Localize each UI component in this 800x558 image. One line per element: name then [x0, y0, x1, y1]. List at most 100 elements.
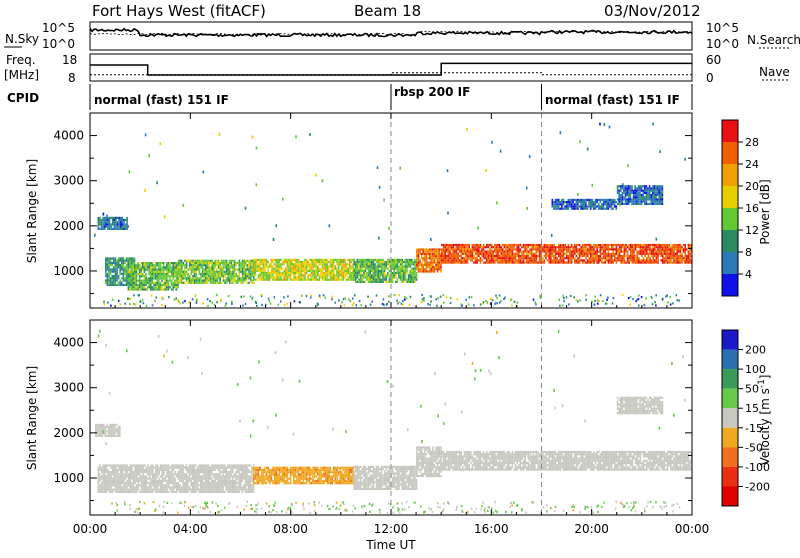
heatmap-cell [160, 489, 162, 491]
heatmap-cell [451, 257, 453, 259]
heatmap-cell [656, 262, 658, 264]
heatmap-cell [608, 248, 610, 250]
heatmap-cell [405, 263, 407, 265]
heatmap-cell [644, 187, 646, 189]
noise-left-tick-top: 10^5 [42, 21, 75, 35]
heatmap-cell [293, 276, 295, 278]
heatmap-cell [293, 265, 295, 267]
heatmap-cell [98, 484, 100, 486]
heatmap-cell [102, 228, 104, 230]
heatmap-cell [561, 248, 563, 250]
heatmap-cell [652, 196, 654, 198]
heatmap-cell [314, 261, 316, 263]
heatmap-cell [662, 251, 664, 253]
heatmap-cell [665, 259, 667, 261]
heatmap-cell [403, 265, 405, 267]
heatmap-cell [119, 284, 121, 286]
heatmap-cell [162, 484, 164, 486]
heatmap-cell [528, 244, 530, 246]
heatmap-cell [660, 192, 662, 194]
heatmap-cell [611, 253, 613, 255]
heatmap-cell [649, 192, 651, 194]
heatmap-cell [290, 259, 292, 261]
heatmap-cell [638, 304, 640, 306]
heatmap-cell [291, 268, 293, 270]
heatmap-cell [585, 246, 587, 248]
heatmap-cell [590, 199, 592, 201]
heatmap-cell [555, 262, 557, 264]
heatmap-cell [102, 491, 104, 493]
heatmap-cell [585, 201, 587, 203]
heatmap-cell [107, 268, 109, 270]
heatmap-cell [475, 248, 477, 250]
heatmap-cell [114, 219, 116, 221]
heatmap-cell [154, 478, 156, 480]
heatmap-cell [314, 270, 316, 272]
heatmap-cell [109, 428, 111, 430]
heatmap-cell [398, 274, 400, 276]
heatmap-cell [158, 473, 160, 475]
heatmap-cell [114, 435, 116, 437]
heatmap-cell [429, 270, 431, 272]
heatmap-cell [179, 486, 181, 488]
heatmap-cell [174, 282, 176, 284]
heatmap-cell [363, 274, 365, 276]
heatmap-cell [572, 199, 574, 201]
heatmap-cell [381, 259, 383, 261]
heatmap-cell [395, 268, 397, 270]
heatmap-cell [186, 489, 188, 491]
heatmap-cell [161, 275, 163, 277]
heatmap-cell [287, 263, 289, 265]
heatmap-cell [150, 282, 152, 284]
heatmap-cell [413, 268, 415, 270]
heatmap-cell [242, 264, 244, 266]
heatmap-cell [187, 467, 189, 469]
heatmap-cell [200, 273, 202, 275]
heatmap-cell [344, 297, 346, 299]
heatmap-cell [146, 478, 148, 480]
heatmap-cell [239, 264, 241, 266]
heatmap-cell [601, 208, 603, 210]
heatmap-cell [437, 248, 439, 250]
heatmap-cell [125, 478, 127, 480]
heatmap-cell [574, 205, 576, 207]
heatmap-cell [150, 467, 152, 469]
heatmap-cell [409, 304, 411, 306]
heatmap-cell [177, 286, 179, 288]
heatmap-cell [107, 489, 109, 491]
heatmap-cell [325, 279, 327, 281]
heatmap-cell [374, 268, 376, 270]
heatmap-cell [572, 257, 574, 259]
heatmap-cell [319, 279, 321, 281]
heatmap-cell [112, 484, 114, 486]
heatmap-cell [118, 489, 120, 491]
heatmap-cell [106, 221, 108, 223]
heatmap-cell [684, 248, 686, 250]
heatmap-cell [400, 261, 402, 263]
heatmap-cell [606, 205, 608, 207]
heatmap-cell [561, 253, 563, 255]
heatmap-cell [646, 190, 648, 192]
heatmap-cell [146, 305, 148, 307]
heatmap-cell [652, 187, 654, 189]
heatmap-cell [542, 246, 544, 248]
heatmap-cell [595, 253, 597, 255]
mode-label-2: rbsp 200 IF [394, 85, 470, 99]
heatmap-cell [534, 259, 536, 261]
heatmap-cell [571, 255, 573, 257]
heatmap-cell [272, 265, 274, 267]
heatmap-cell [644, 248, 646, 250]
heatmap-cell [343, 261, 345, 263]
heatmap-cell [547, 244, 549, 246]
heatmap-cell [601, 205, 603, 207]
heatmap-cell [109, 486, 111, 488]
heatmap-cell [129, 284, 131, 286]
heatmap-cell [106, 475, 108, 477]
heatmap-cell [309, 270, 311, 272]
heatmap-cell [158, 275, 160, 277]
heatmap-cell [590, 205, 592, 207]
heatmap-cell [360, 261, 362, 263]
heatmap-cell [187, 269, 189, 271]
freq-label: Freq. [6, 53, 36, 67]
heatmap-cell [473, 255, 475, 257]
